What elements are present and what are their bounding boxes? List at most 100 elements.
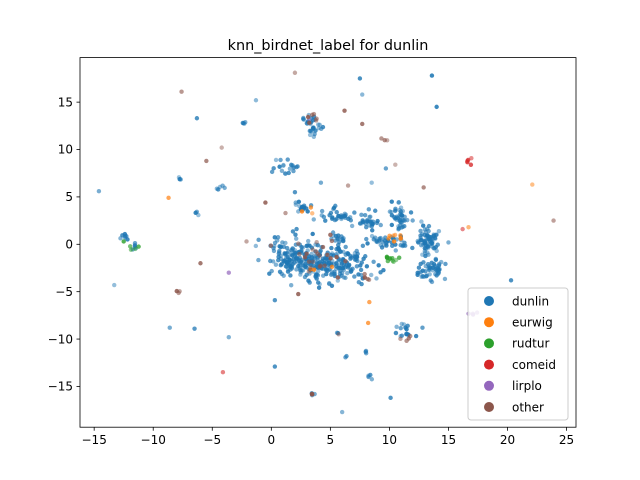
- scatter-point: [325, 268, 330, 274]
- scatter-point: [425, 233, 430, 238]
- scatter-point: [365, 219, 370, 224]
- scatter-point: [396, 226, 401, 231]
- scatter-point: [328, 232, 333, 238]
- scatter-point: [400, 218, 406, 223]
- scatter-point: [314, 116, 319, 121]
- scatter-point: [291, 168, 296, 174]
- x-tick-label: 10: [382, 433, 397, 447]
- scatter-point: [360, 243, 366, 248]
- scatter-point: [465, 160, 470, 165]
- scatter-point: [297, 267, 303, 273]
- scatter-point: [298, 272, 303, 277]
- scatter-point: [303, 261, 308, 266]
- y-tick-label: 5: [65, 190, 73, 204]
- scatter-point: [403, 325, 408, 330]
- scatter-point: [551, 218, 556, 223]
- scatter-point: [308, 205, 314, 210]
- scatter-point: [325, 252, 330, 258]
- scatter-point: [271, 166, 276, 171]
- scatter-point: [364, 236, 369, 242]
- scatter-point: [311, 217, 316, 222]
- scatter-point: [297, 255, 303, 260]
- scatter-point: [305, 209, 310, 214]
- scatter-point: [294, 267, 299, 272]
- scatter-point: [128, 247, 134, 252]
- scatter-point: [374, 220, 380, 226]
- scatter-point: [402, 214, 407, 220]
- scatter-point: [328, 210, 334, 216]
- scatter-point: [317, 259, 323, 265]
- scatter-point: [334, 217, 339, 222]
- scatter-point: [404, 338, 409, 344]
- legend-marker-other: [484, 402, 494, 412]
- scatter-point: [404, 331, 409, 337]
- scatter-point: [466, 225, 471, 230]
- scatter-point: [422, 248, 428, 254]
- legend-marker-dunlin: [484, 296, 494, 306]
- scatter-point: [281, 244, 287, 249]
- scatter-point: [363, 351, 369, 356]
- scatter-point: [460, 226, 465, 232]
- scatter-point: [289, 283, 294, 288]
- scatter-point: [334, 254, 339, 260]
- scatter-point: [359, 260, 364, 265]
- y-tick-label: 15: [58, 95, 73, 109]
- scatter-point: [374, 276, 379, 281]
- scatter-point: [329, 271, 335, 276]
- scatter-point: [315, 268, 321, 274]
- scatter-point: [426, 223, 432, 229]
- points-layer: [96, 70, 556, 415]
- scatter-point: [290, 253, 295, 258]
- scatter-point: [418, 237, 423, 243]
- scatter-point: [267, 271, 272, 276]
- scatter-point: [272, 235, 277, 240]
- scatter-point: [382, 137, 387, 143]
- scatter-point: [422, 227, 428, 232]
- scatter-point: [282, 171, 288, 176]
- scatter-point: [277, 250, 282, 255]
- scatter-point: [332, 261, 337, 267]
- scatter-point: [369, 180, 374, 185]
- scatter-point: [443, 261, 448, 267]
- scatter-point: [367, 223, 372, 228]
- scatter-point: [393, 248, 398, 253]
- scatter-point: [389, 199, 394, 204]
- scatter-point: [132, 246, 138, 252]
- scatter-point: [343, 259, 348, 264]
- scatter-point: [302, 255, 308, 260]
- scatter-point: [356, 272, 361, 277]
- x-tick-label: 15: [441, 433, 456, 447]
- scatter-point: [291, 256, 296, 262]
- scatter-point: [329, 251, 335, 256]
- scatter-point: [434, 248, 439, 254]
- scatter-point: [292, 260, 297, 265]
- scatter-point: [323, 255, 328, 261]
- scatter-point: [365, 241, 370, 246]
- x-tick-label: −15: [82, 433, 107, 447]
- scatter-point: [398, 325, 403, 331]
- scatter-point: [358, 267, 364, 273]
- scatter-point: [436, 228, 442, 234]
- scatter-point: [323, 218, 328, 223]
- scatter-point: [298, 259, 304, 264]
- scatter-point: [311, 267, 317, 272]
- scatter-point: [194, 116, 200, 121]
- scatter-point: [384, 138, 390, 143]
- scatter-point: [299, 209, 305, 214]
- scatter-point: [309, 391, 315, 397]
- scatter-point: [293, 232, 298, 237]
- scatter-point: [121, 239, 126, 244]
- scatter-point: [339, 265, 344, 270]
- scatter-point: [333, 233, 339, 239]
- scatter-point: [394, 324, 399, 329]
- legend-marker-eurwig: [484, 317, 494, 328]
- scatter-point: [429, 260, 434, 266]
- scatter-point: [335, 275, 341, 280]
- scatter-point: [431, 233, 437, 238]
- scatter-point: [418, 261, 423, 267]
- scatter-point: [340, 236, 345, 242]
- scatter-point: [310, 211, 315, 216]
- scatter-point: [301, 115, 306, 121]
- scatter-point: [335, 278, 341, 283]
- scatter-point: [268, 243, 274, 248]
